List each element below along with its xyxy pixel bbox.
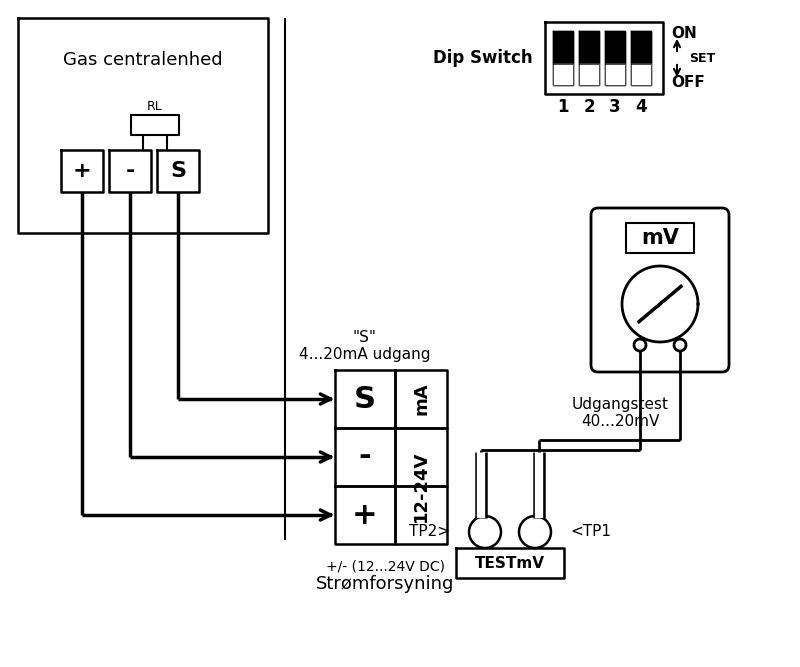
Polygon shape (61, 150, 103, 192)
Text: Udgangstest: Udgangstest (571, 398, 669, 412)
Polygon shape (626, 223, 694, 253)
Text: <TP1: <TP1 (570, 524, 611, 540)
Text: "S": "S" (353, 331, 377, 346)
Polygon shape (553, 65, 573, 85)
Text: -: - (358, 442, 371, 472)
Text: 1: 1 (558, 98, 569, 116)
Text: SET: SET (689, 51, 715, 65)
Text: OFF: OFF (671, 75, 705, 90)
Text: Strømforsyning: Strømforsyning (316, 575, 454, 593)
Polygon shape (579, 31, 599, 85)
Text: S: S (170, 161, 186, 181)
Text: 3: 3 (609, 98, 621, 116)
Text: Dip Switch: Dip Switch (434, 49, 533, 67)
Polygon shape (18, 18, 268, 233)
Text: +/- (12...24V DC): +/- (12...24V DC) (326, 559, 445, 573)
Text: +: + (352, 500, 378, 530)
Polygon shape (109, 150, 151, 192)
Text: S: S (354, 384, 376, 414)
Polygon shape (631, 65, 651, 85)
Polygon shape (335, 486, 395, 544)
Text: mA: mA (412, 383, 430, 416)
Polygon shape (335, 428, 395, 486)
Polygon shape (605, 65, 625, 85)
Polygon shape (157, 150, 199, 192)
Text: ON: ON (671, 26, 697, 41)
Polygon shape (553, 31, 573, 85)
Polygon shape (131, 115, 179, 135)
Text: 12-24V: 12-24V (412, 450, 430, 522)
Text: 40...20mV: 40...20mV (581, 414, 659, 430)
Text: 2: 2 (583, 98, 595, 116)
Text: Gas centralenhed: Gas centralenhed (63, 51, 223, 69)
Polygon shape (579, 65, 599, 85)
Polygon shape (395, 370, 447, 428)
Text: TESTmV: TESTmV (475, 556, 545, 570)
Text: +: + (73, 161, 91, 181)
Polygon shape (456, 548, 564, 578)
Text: -: - (126, 161, 134, 181)
Polygon shape (335, 370, 395, 428)
Text: 4...20mA udgang: 4...20mA udgang (299, 348, 430, 362)
FancyBboxPatch shape (591, 208, 729, 372)
Polygon shape (605, 31, 625, 85)
Text: RL: RL (147, 101, 163, 113)
Polygon shape (395, 486, 447, 544)
Polygon shape (631, 31, 651, 85)
Text: mV: mV (641, 228, 679, 248)
Polygon shape (545, 22, 663, 94)
Text: 4: 4 (635, 98, 647, 116)
Polygon shape (395, 428, 447, 486)
Text: TP2>: TP2> (409, 524, 450, 540)
